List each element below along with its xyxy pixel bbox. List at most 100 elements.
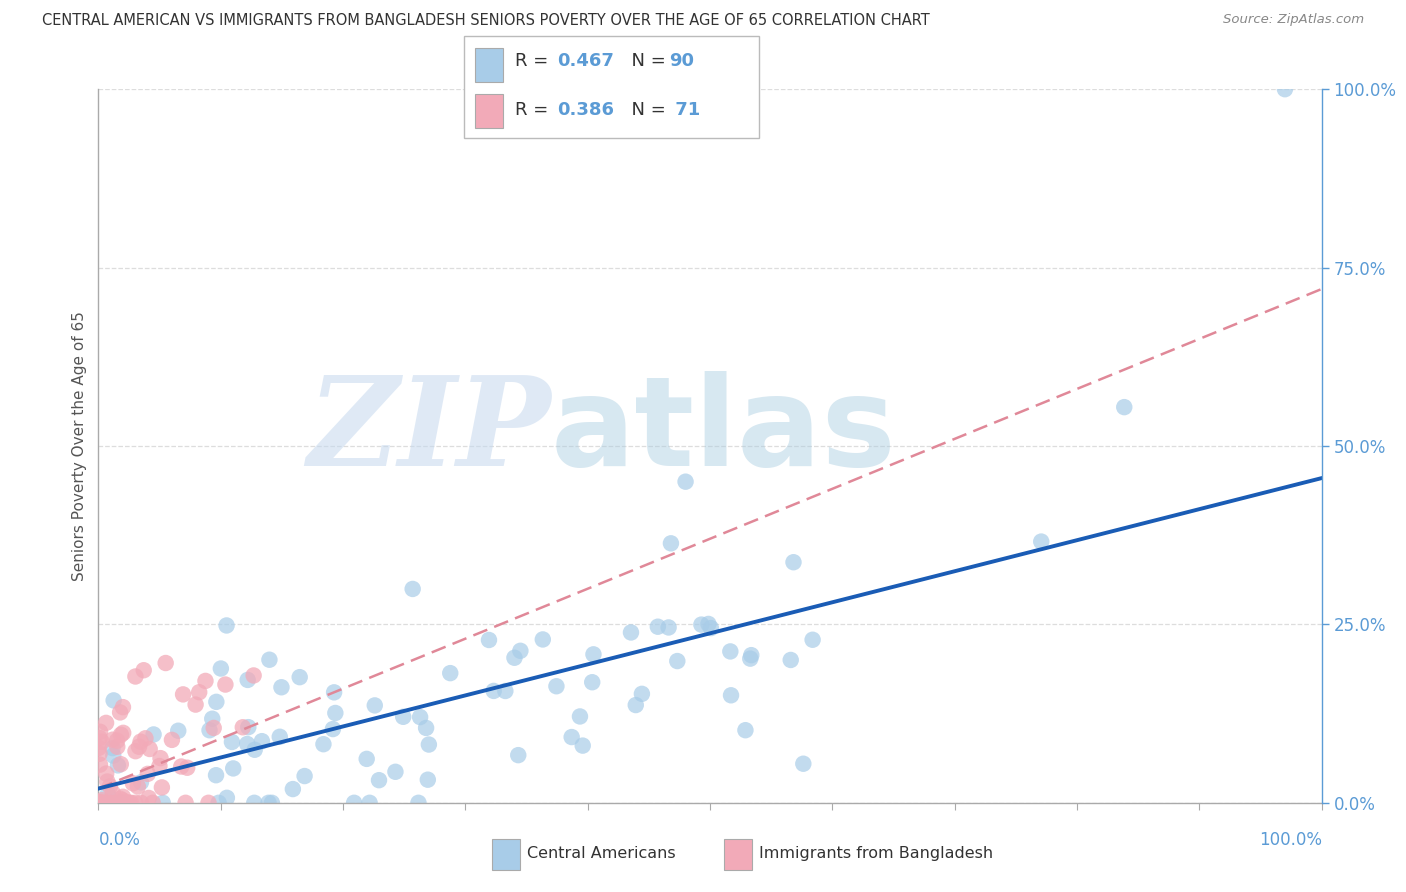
Point xyxy=(205,768,228,782)
Point xyxy=(269,730,291,744)
Point xyxy=(170,759,193,773)
Text: R =: R = xyxy=(515,53,554,70)
Point xyxy=(134,731,156,746)
Text: 0.386: 0.386 xyxy=(557,101,614,119)
Point xyxy=(110,728,132,742)
Point xyxy=(250,734,273,748)
Point xyxy=(509,644,531,658)
Point xyxy=(96,774,118,789)
Point xyxy=(96,766,118,780)
Point xyxy=(167,723,190,738)
Point xyxy=(90,735,112,749)
Point xyxy=(184,698,207,712)
Point xyxy=(207,796,229,810)
Point xyxy=(792,756,814,771)
Text: R =: R = xyxy=(515,101,554,119)
Point xyxy=(111,700,134,714)
Point xyxy=(160,732,183,747)
Text: N =: N = xyxy=(620,53,672,70)
Text: 90: 90 xyxy=(669,53,695,70)
Point xyxy=(129,796,152,810)
Point xyxy=(194,673,217,688)
Point xyxy=(659,536,682,550)
Point xyxy=(89,724,111,739)
Point xyxy=(243,796,266,810)
Point xyxy=(631,687,654,701)
Point xyxy=(101,796,124,810)
Point xyxy=(503,650,526,665)
Point xyxy=(117,796,139,810)
Point xyxy=(87,796,110,810)
Point xyxy=(215,790,238,805)
Point xyxy=(690,617,713,632)
Point xyxy=(202,721,225,735)
Point xyxy=(508,748,530,763)
Point xyxy=(482,684,505,698)
Point xyxy=(257,796,280,810)
Point xyxy=(87,740,110,755)
Point xyxy=(101,786,124,800)
Point xyxy=(801,632,824,647)
Point xyxy=(103,693,125,707)
Point xyxy=(582,648,605,662)
Point xyxy=(188,685,211,699)
Point xyxy=(97,787,120,801)
Point xyxy=(94,715,117,730)
Text: 100.0%: 100.0% xyxy=(1258,831,1322,849)
Point xyxy=(232,720,254,734)
Point xyxy=(111,789,134,804)
Point xyxy=(700,621,723,635)
Point xyxy=(107,758,129,772)
Point xyxy=(132,663,155,677)
Point xyxy=(120,796,142,810)
Point xyxy=(740,651,762,665)
Point xyxy=(174,796,197,810)
Point xyxy=(108,796,131,810)
Text: atlas: atlas xyxy=(551,371,897,492)
Point xyxy=(127,780,149,794)
Point xyxy=(107,796,129,810)
Point xyxy=(1031,534,1053,549)
Point xyxy=(409,710,432,724)
Point xyxy=(418,738,440,752)
Point xyxy=(110,757,132,772)
Point xyxy=(402,582,425,596)
Point xyxy=(368,773,391,788)
Point xyxy=(416,772,439,787)
Point xyxy=(101,732,124,747)
Point xyxy=(152,796,174,810)
Point xyxy=(101,796,124,810)
Point xyxy=(112,726,135,740)
Point xyxy=(129,734,152,748)
Point xyxy=(242,668,264,682)
Point xyxy=(138,742,160,756)
Point xyxy=(91,793,114,807)
Point xyxy=(356,752,378,766)
Point xyxy=(149,751,172,765)
Point xyxy=(124,744,146,758)
Point xyxy=(112,796,135,810)
Point xyxy=(478,632,501,647)
Point xyxy=(89,796,111,810)
Point xyxy=(89,731,111,745)
Point xyxy=(111,793,134,807)
Point xyxy=(658,620,681,634)
Point xyxy=(384,764,406,779)
Point xyxy=(142,727,165,741)
Point xyxy=(215,618,238,632)
Point xyxy=(142,796,165,810)
Point xyxy=(201,712,224,726)
Point xyxy=(176,761,198,775)
Point xyxy=(222,761,245,775)
Point xyxy=(260,796,283,810)
Point xyxy=(122,776,145,790)
Text: ZIP: ZIP xyxy=(308,371,551,492)
Point xyxy=(89,757,111,772)
Point xyxy=(136,767,159,781)
Point xyxy=(243,743,266,757)
Point xyxy=(270,680,292,694)
Point xyxy=(110,796,132,810)
Point xyxy=(108,796,131,810)
Point xyxy=(408,796,430,810)
Point xyxy=(322,722,344,736)
